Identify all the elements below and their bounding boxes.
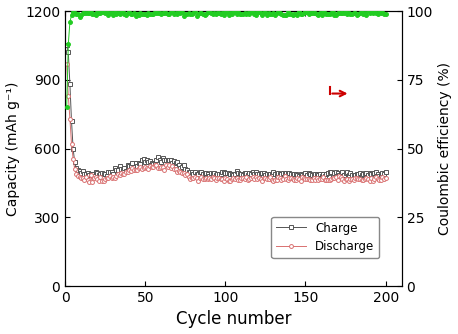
Discharge (83, 175, 89, 179)
Discharge (368, 176, 374, 180)
Discharge (151, 165, 156, 169)
Charge (357, 171, 363, 175)
Charge (125, 163, 131, 167)
Line: Discharge: Discharge (65, 62, 387, 184)
Charge (77, 169, 82, 173)
Discharge (77, 175, 82, 179)
Y-axis label: Capacity (mAh g⁻¹): Capacity (mAh g⁻¹) (5, 81, 20, 216)
Charge (83, 172, 89, 176)
Discharge (383, 176, 388, 180)
Charge (151, 162, 156, 166)
X-axis label: Cycle number: Cycle number (175, 310, 291, 328)
Y-axis label: Coulombic efficiency (%): Coulombic efficiency (%) (438, 62, 453, 235)
Discharge (87, 180, 92, 184)
Charge (383, 170, 388, 174)
Discharge (357, 177, 363, 181)
Line: Charge: Charge (65, 43, 387, 178)
Legend: Charge, Discharge: Charge, Discharge (271, 217, 379, 258)
Discharge (64, 62, 70, 66)
Charge (64, 43, 70, 47)
Charge (91, 174, 97, 178)
Discharge (125, 170, 131, 174)
Charge (368, 172, 374, 176)
